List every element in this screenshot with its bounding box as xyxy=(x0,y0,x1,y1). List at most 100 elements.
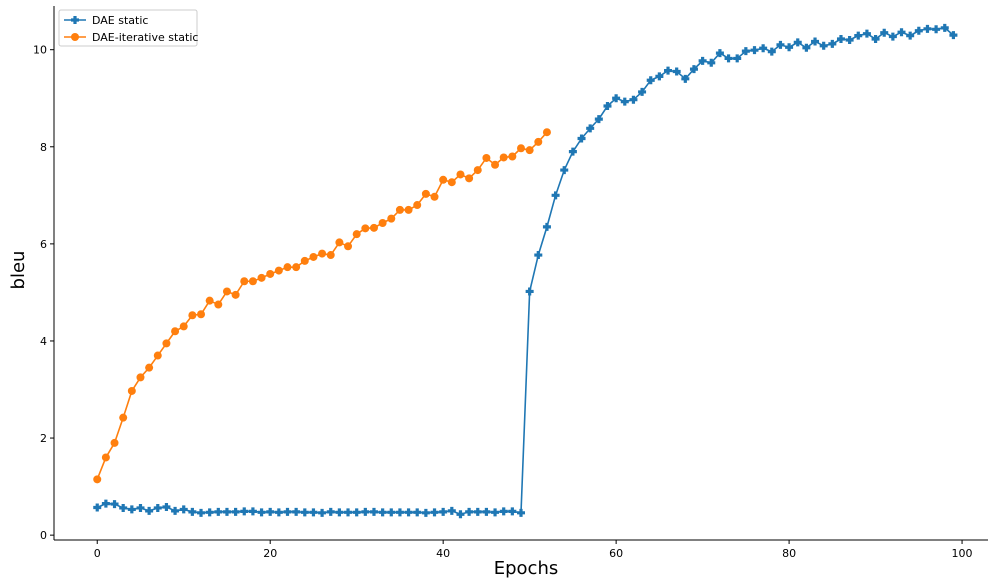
data-point xyxy=(119,503,128,512)
data-point xyxy=(171,506,180,515)
x-tick-label: 40 xyxy=(436,547,450,560)
series-layer xyxy=(93,23,958,519)
data-point xyxy=(421,508,430,517)
data-point xyxy=(594,115,603,124)
data-point xyxy=(802,43,811,52)
data-point xyxy=(344,508,353,517)
data-point xyxy=(179,322,188,331)
data-point xyxy=(300,508,309,517)
y-tick-label: 2 xyxy=(40,432,47,445)
data-point xyxy=(473,166,482,175)
data-point xyxy=(188,507,197,516)
data-point xyxy=(672,67,681,76)
y-tick-label: 0 xyxy=(40,529,47,542)
data-point xyxy=(248,277,257,286)
data-point xyxy=(534,251,543,260)
x-tick-label: 100 xyxy=(952,547,973,560)
data-point xyxy=(491,160,500,169)
data-point xyxy=(352,508,361,517)
data-point xyxy=(188,311,197,320)
data-point xyxy=(681,74,690,83)
data-point xyxy=(335,508,344,517)
data-point xyxy=(499,153,508,162)
data-point xyxy=(205,508,214,517)
legend-box xyxy=(58,9,198,47)
y-tick-label: 10 xyxy=(33,44,47,57)
data-point xyxy=(309,252,318,261)
data-point xyxy=(352,230,361,239)
data-point xyxy=(534,137,543,146)
data-point xyxy=(344,242,353,251)
data-point xyxy=(145,506,154,515)
data-point xyxy=(266,269,275,278)
data-point xyxy=(369,223,378,232)
data-point xyxy=(447,178,456,187)
data-point xyxy=(439,175,448,184)
data-point xyxy=(300,256,309,265)
data-point xyxy=(491,508,500,517)
data-point xyxy=(257,508,266,517)
data-point xyxy=(499,507,508,516)
data-point xyxy=(197,508,206,517)
data-point xyxy=(542,128,551,137)
data-point xyxy=(179,505,188,514)
data-point xyxy=(395,205,404,214)
data-point xyxy=(845,35,854,44)
data-point xyxy=(707,58,716,67)
data-point xyxy=(456,170,465,179)
data-point xyxy=(93,475,102,484)
data-point xyxy=(785,43,794,52)
data-point xyxy=(318,508,327,517)
data-point xyxy=(646,76,655,85)
data-point xyxy=(421,189,430,198)
legend-swatch-marker xyxy=(71,33,79,41)
data-point xyxy=(473,507,482,516)
data-point xyxy=(387,508,396,517)
data-point xyxy=(335,238,344,247)
data-point xyxy=(248,507,257,516)
data-point xyxy=(369,507,378,516)
data-point xyxy=(214,507,223,516)
data-point xyxy=(612,94,621,103)
data-point xyxy=(222,287,231,296)
data-point xyxy=(240,277,249,286)
data-point xyxy=(292,507,301,516)
x-tick-label: 80 xyxy=(782,547,796,560)
legend: DAE static DAE-iterative static xyxy=(58,9,198,47)
data-point xyxy=(542,222,551,231)
data-point xyxy=(197,310,206,319)
data-point xyxy=(897,28,906,37)
data-point xyxy=(361,224,370,233)
data-point xyxy=(577,134,586,143)
data-point xyxy=(465,507,474,516)
legend-label: DAE-iterative static xyxy=(92,31,198,44)
x-tick-label: 0 xyxy=(94,547,101,560)
data-point xyxy=(508,507,517,516)
data-point xyxy=(214,300,223,309)
data-point xyxy=(101,453,110,462)
data-point xyxy=(906,31,915,40)
data-point xyxy=(551,191,560,200)
data-point xyxy=(145,363,154,372)
data-point xyxy=(517,508,525,517)
data-point xyxy=(715,49,724,58)
data-point xyxy=(560,166,569,175)
data-point xyxy=(525,287,534,296)
data-point xyxy=(257,273,266,282)
data-point xyxy=(888,32,897,41)
data-point xyxy=(110,500,119,509)
data-point xyxy=(93,503,102,512)
data-point xyxy=(767,47,776,56)
data-point xyxy=(283,507,292,516)
y-tick-label: 6 xyxy=(40,238,47,251)
data-point xyxy=(456,510,465,519)
legend-item: DAE-iterative static xyxy=(64,31,198,44)
data-point xyxy=(655,72,664,81)
data-point xyxy=(940,23,949,32)
data-point xyxy=(525,146,534,155)
x-tick-label: 60 xyxy=(609,547,623,560)
data-point xyxy=(101,499,110,508)
series-1 xyxy=(93,23,958,519)
data-point xyxy=(326,251,335,260)
